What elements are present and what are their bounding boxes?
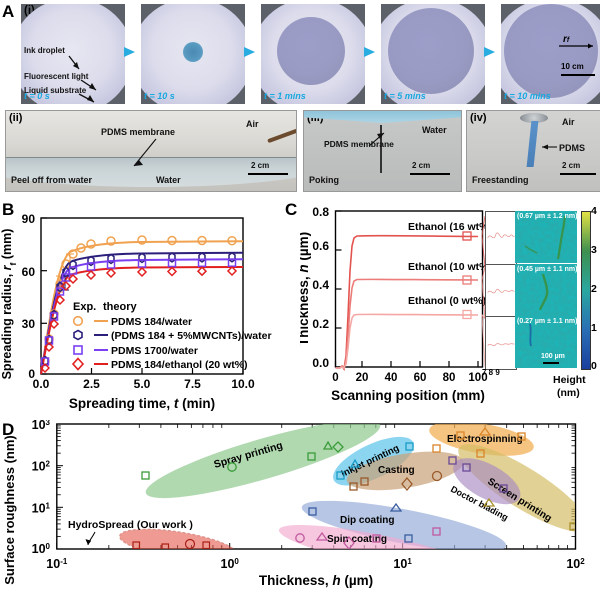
svg-text:PDMS 184/water: PDMS 184/water	[111, 316, 192, 328]
svg-text:Spin coating: Spin coating	[327, 534, 387, 545]
svg-text:101: 101	[32, 501, 51, 516]
svg-text:Spreading radius, rf (mm): Spreading radius, rf (mm)	[0, 229, 18, 380]
svg-text:theory: theory	[103, 301, 138, 313]
svg-text:(PDMS 184 + 5%MWCNTs)/water: (PDMS 184 + 5%MWCNTs)/water	[111, 330, 272, 342]
svg-text:Thickness, h (µm): Thickness, h (µm)	[259, 573, 373, 588]
svg-text:5.0: 5.0	[134, 377, 151, 391]
svg-text:102: 102	[566, 557, 585, 572]
svg-text:Spreading time, t (min): Spreading time, t (min)	[69, 396, 215, 411]
svg-text:2.5: 2.5	[83, 377, 100, 391]
svg-text:7.5: 7.5	[184, 377, 201, 391]
svg-text:10.0: 10.0	[231, 377, 255, 391]
svg-text:30: 30	[22, 317, 36, 331]
svg-text:90: 90	[22, 212, 36, 226]
svg-text:Dip coating: Dip coating	[340, 515, 394, 526]
svg-text:10-1: 10-1	[46, 557, 68, 572]
svg-text:Casting: Casting	[378, 465, 415, 476]
svg-text:Exp.: Exp.	[73, 301, 96, 313]
svg-text:103: 103	[32, 420, 51, 432]
svg-text:60: 60	[22, 265, 36, 279]
svg-text:0.0: 0.0	[33, 377, 50, 391]
svg-text:HydroSpread (Our work ): HydroSpread (Our work )	[68, 519, 193, 531]
svg-text:100: 100	[32, 542, 51, 557]
svg-text:PDMS 1700/water: PDMS 1700/water	[111, 345, 198, 357]
svg-text:101: 101	[393, 557, 412, 572]
svg-text:PDMS 184/ethanol (20 wt%): PDMS 184/ethanol (20 wt%)	[111, 359, 248, 371]
svg-text:100: 100	[221, 557, 240, 572]
svg-text:102: 102	[32, 459, 51, 474]
svg-text:Surface roughness (nm): Surface roughness (nm)	[2, 435, 17, 585]
